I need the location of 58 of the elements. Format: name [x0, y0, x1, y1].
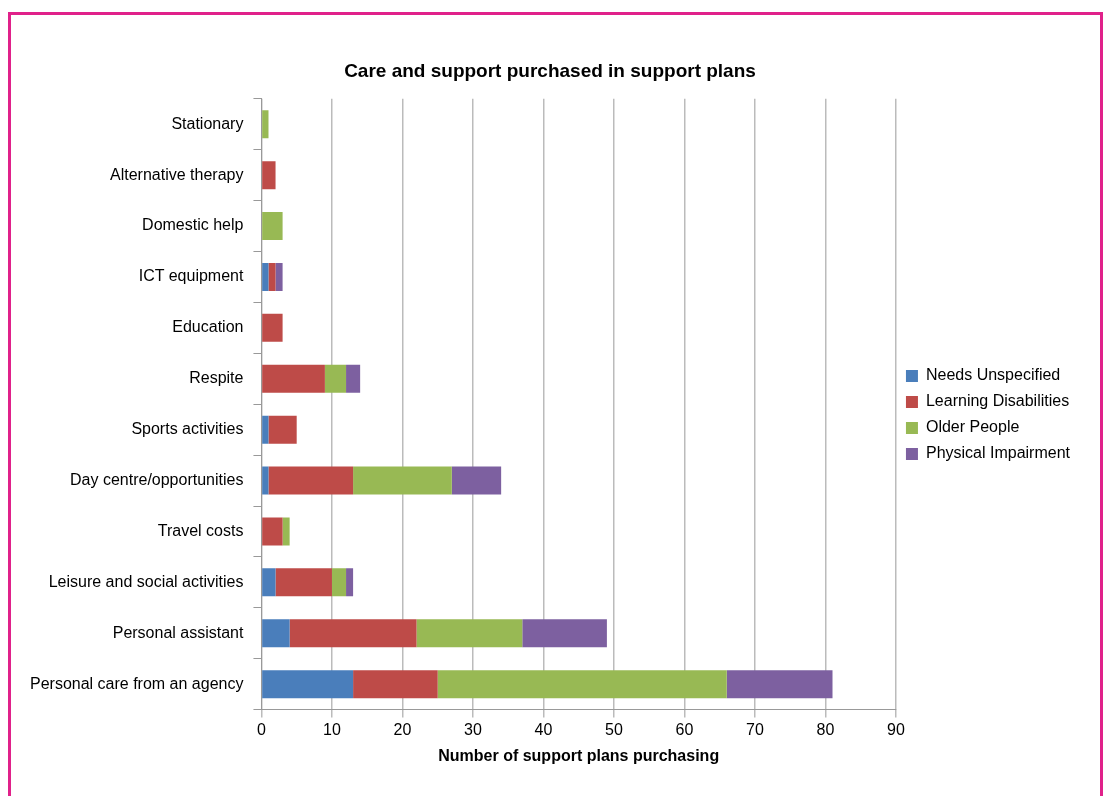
y-tick-label: Day centre/opportunities [70, 470, 244, 488]
y-tick-label: Domestic help [142, 216, 244, 234]
legend-label: Physical Impairment [925, 444, 1071, 462]
bar [262, 568, 276, 597]
bar [275, 568, 332, 597]
y-tick-label: Personal care from an agency [29, 674, 244, 692]
bar [262, 517, 283, 546]
chart-title: Care and support purchased in support plans [344, 59, 756, 81]
bar [353, 670, 438, 699]
bar [262, 670, 354, 699]
legend-label: Learning Disabilities [925, 392, 1070, 410]
bar [346, 364, 361, 393]
bar [289, 619, 417, 648]
x-tick-label: 0 [256, 720, 266, 738]
bar [726, 670, 833, 699]
x-tick-label: 10 [323, 720, 341, 738]
bar [262, 161, 276, 190]
legend-label: Needs Unspecified [925, 366, 1061, 384]
bar [262, 364, 325, 393]
x-tick-label: 90 [887, 720, 905, 738]
bar [268, 415, 297, 444]
bar [262, 110, 269, 139]
y-tick-label: Travel costs [157, 521, 244, 539]
bar [262, 466, 269, 495]
bar [262, 619, 290, 648]
x-tick-label: 20 [393, 720, 412, 738]
bar [275, 262, 283, 291]
x-axis-title: Number of support plans purchasing [438, 746, 720, 764]
legend-label: Older People [925, 418, 1020, 436]
bar [346, 568, 354, 597]
bar [268, 262, 276, 291]
y-tick-label: Leisure and social activities [48, 572, 244, 590]
bar [262, 313, 283, 342]
y-tick-label: ICT equipment [138, 267, 244, 285]
y-tick-label: Stationary [171, 114, 244, 132]
bar [262, 415, 269, 444]
y-tick-label: Education [172, 318, 244, 336]
bar [262, 212, 283, 241]
x-tick-label: 50 [605, 720, 623, 738]
bar [353, 466, 452, 495]
bar [282, 517, 290, 546]
bar [451, 466, 502, 495]
bar [268, 466, 354, 495]
y-tick-label: Respite [189, 369, 244, 387]
y-tick-label: Personal assistant [112, 623, 244, 641]
bar [437, 670, 727, 699]
x-tick-label: 40 [534, 720, 553, 738]
bar [416, 619, 523, 648]
x-tick-label: 80 [816, 720, 835, 738]
x-tick-label: 30 [464, 720, 482, 738]
bar [331, 568, 347, 597]
y-tick-label: Alternative therapy [110, 165, 244, 183]
bar [324, 364, 347, 393]
y-tick-label: Sports activities [131, 420, 244, 438]
bar [522, 619, 607, 648]
x-tick-label: 60 [675, 720, 694, 738]
bar [262, 262, 269, 291]
x-tick-label: 70 [746, 720, 764, 738]
